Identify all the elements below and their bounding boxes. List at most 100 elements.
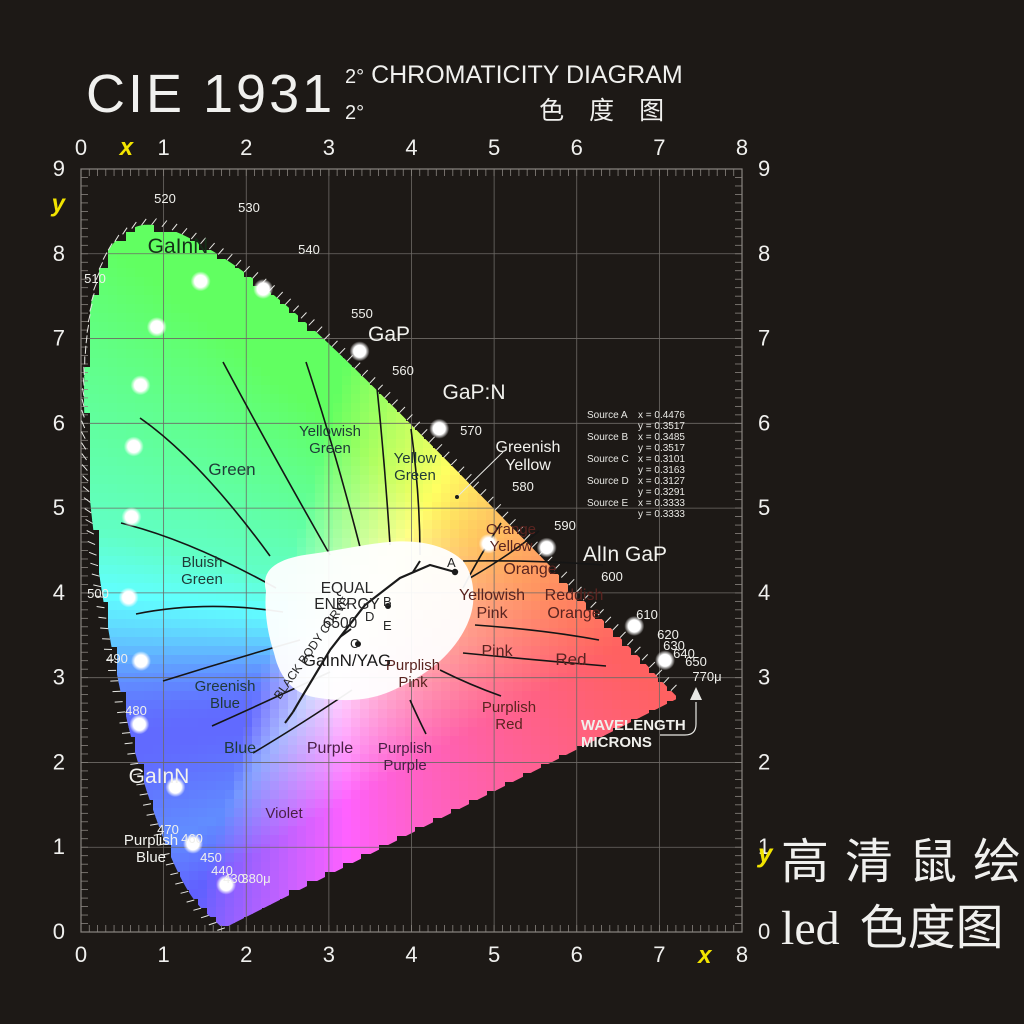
svg-text:Yellow: Yellow	[490, 538, 533, 555]
svg-text:4: 4	[758, 580, 770, 605]
svg-text:2: 2	[240, 942, 252, 967]
svg-text:5: 5	[488, 942, 500, 967]
svg-text:8: 8	[736, 942, 748, 967]
svg-text:460: 460	[181, 831, 203, 846]
svg-text:540: 540	[298, 242, 320, 257]
svg-text:4: 4	[405, 135, 417, 160]
svg-text:x = 0.3485: x = 0.3485	[638, 432, 685, 443]
svg-text:470: 470	[157, 822, 179, 837]
svg-text:Orange: Orange	[486, 521, 536, 538]
svg-text:x = 0.3127: x = 0.3127	[638, 476, 685, 487]
svg-text:8: 8	[758, 241, 770, 266]
svg-text:Purplish: Purplish	[482, 699, 536, 716]
svg-text:0: 0	[75, 942, 87, 967]
svg-text:Source E: Source E	[587, 498, 628, 509]
svg-text:Source A: Source A	[587, 410, 628, 421]
svg-text:y: y	[51, 190, 67, 217]
svg-text:y: y	[756, 838, 774, 868]
svg-text:Pink: Pink	[481, 643, 513, 660]
svg-text:GaInN: GaInN	[129, 765, 190, 788]
svg-text:GaInN/YAG: GaInN/YAG	[303, 651, 392, 670]
svg-text:1: 1	[157, 135, 169, 160]
svg-text:Red: Red	[555, 650, 586, 669]
svg-text:5: 5	[53, 495, 65, 520]
svg-text:2: 2	[53, 749, 65, 774]
svg-text:380μ: 380μ	[241, 871, 270, 886]
svg-text:650: 650	[685, 654, 707, 669]
svg-text:560: 560	[392, 363, 414, 378]
svg-text:Yellow: Yellow	[394, 450, 437, 467]
svg-text:Source D: Source D	[587, 476, 629, 487]
svg-text:GaP:N: GaP:N	[442, 381, 505, 404]
svg-text:Purple: Purple	[383, 757, 426, 774]
svg-text:Blue: Blue	[224, 740, 256, 757]
svg-text:Green: Green	[309, 440, 351, 457]
svg-text:600: 600	[601, 569, 623, 584]
svg-text:MICRONS: MICRONS	[581, 734, 652, 751]
svg-text:Violet: Violet	[265, 805, 303, 822]
svg-text:3: 3	[323, 135, 335, 160]
svg-text:EQUAL: EQUAL	[321, 580, 374, 597]
svg-text:8: 8	[736, 135, 748, 160]
svg-text:570: 570	[460, 423, 482, 438]
svg-text:1: 1	[53, 834, 65, 859]
svg-text:x: x	[118, 134, 135, 161]
svg-text:2: 2	[758, 749, 770, 774]
svg-text:3: 3	[53, 665, 65, 690]
svg-text:Reddish: Reddish	[545, 587, 604, 604]
svg-text:Blue: Blue	[136, 849, 166, 866]
svg-text:WAVELENGTH: WAVELENGTH	[581, 717, 686, 734]
svg-text:5: 5	[488, 135, 500, 160]
svg-text:1: 1	[157, 942, 169, 967]
svg-text:B: B	[383, 594, 392, 609]
svg-text:7: 7	[53, 326, 65, 351]
svg-text:D: D	[365, 609, 374, 624]
svg-text:5: 5	[758, 495, 770, 520]
svg-text:Greenish: Greenish	[496, 439, 561, 456]
svg-text:0: 0	[53, 919, 65, 944]
svg-text:510: 510	[84, 271, 106, 286]
svg-text:2: 2	[240, 135, 252, 160]
svg-text:6: 6	[758, 410, 770, 435]
svg-text:Bluish: Bluish	[182, 554, 223, 571]
svg-text:480: 480	[125, 703, 147, 718]
svg-text:GaInN: GaInN	[148, 235, 209, 258]
svg-text:590: 590	[554, 518, 576, 533]
svg-text:x = 0.4476: x = 0.4476	[638, 410, 685, 421]
svg-text:y = 0.3333: y = 0.3333	[638, 509, 685, 520]
svg-text:y = 0.3163: y = 0.3163	[638, 465, 685, 476]
svg-text:9: 9	[758, 156, 770, 181]
svg-text:y = 0.3517: y = 0.3517	[638, 421, 685, 432]
svg-text:Pink: Pink	[476, 605, 508, 622]
svg-text:Yellow: Yellow	[505, 457, 551, 474]
svg-text:770μ: 770μ	[692, 669, 721, 684]
svg-text:550: 550	[351, 306, 373, 321]
svg-text:y = 0.3291: y = 0.3291	[638, 487, 685, 498]
svg-text:x = 0.3101: x = 0.3101	[638, 454, 685, 465]
svg-text:E: E	[383, 618, 392, 633]
svg-text:Red: Red	[495, 716, 523, 733]
svg-text:7: 7	[758, 326, 770, 351]
svg-text:A: A	[447, 555, 456, 570]
svg-text:8: 8	[53, 241, 65, 266]
svg-text:AlIn GaP: AlIn GaP	[583, 543, 667, 566]
svg-text:Yellowish: Yellowish	[299, 423, 361, 440]
svg-text:Purplish: Purplish	[386, 657, 440, 674]
svg-text:6: 6	[571, 942, 583, 967]
svg-text:Green: Green	[181, 571, 223, 588]
svg-text:4: 4	[405, 942, 417, 967]
svg-text:7: 7	[653, 942, 665, 967]
svg-text:490: 490	[106, 651, 128, 666]
svg-text:Orange: Orange	[547, 605, 600, 622]
svg-text:Greenish: Greenish	[195, 678, 256, 695]
svg-text:530: 530	[238, 200, 260, 215]
svg-text:4: 4	[53, 580, 65, 605]
svg-text:Purplish: Purplish	[378, 740, 432, 757]
svg-text:Purple: Purple	[307, 740, 353, 757]
svg-text:C: C	[350, 636, 359, 651]
svg-text:6: 6	[53, 410, 65, 435]
svg-text:Source B: Source B	[587, 432, 628, 443]
svg-text:y = 0.3517: y = 0.3517	[638, 443, 685, 454]
svg-text:Yellowish: Yellowish	[459, 587, 525, 604]
svg-text:Pink: Pink	[398, 674, 428, 691]
